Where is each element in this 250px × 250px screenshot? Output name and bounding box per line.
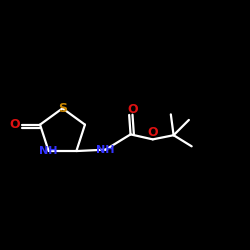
Text: O: O <box>127 104 138 117</box>
Text: S: S <box>58 102 67 115</box>
Text: O: O <box>148 126 158 139</box>
Text: O: O <box>10 118 20 131</box>
Text: NH: NH <box>39 146 58 156</box>
Text: NH: NH <box>96 145 115 155</box>
